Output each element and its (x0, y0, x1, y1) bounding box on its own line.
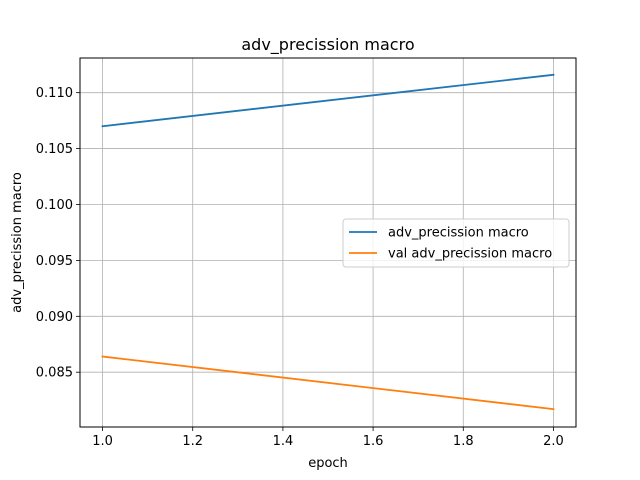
chart-title: adv_precission macro (241, 35, 414, 55)
legend-label-train: adv_precission macro (388, 226, 529, 241)
series-line-1 (101, 355, 555, 411)
grid-lines (80, 58, 576, 427)
y-tick-label: 0.105 (36, 142, 73, 157)
legend-box (342, 218, 570, 268)
x-tick-label: 1.0 (92, 434, 113, 449)
y-tick-label: 0.090 (36, 310, 73, 325)
x-axis-label: epoch (308, 456, 348, 471)
series-group (101, 73, 555, 411)
y-tick-label: 0.095 (36, 254, 73, 269)
y-axis-label: adv_precission macro (10, 172, 25, 313)
legend-label-val: val adv_precission macro (388, 247, 552, 262)
y-tick-label: 0.100 (36, 198, 73, 213)
plot-frame (79, 57, 577, 428)
x-tick-label: 2.0 (543, 434, 564, 449)
x-tick-label: 1.8 (453, 434, 474, 449)
y-tick-label: 0.110 (36, 86, 73, 101)
x-axis-ticks: 1.0 1.2 1.4 1.6 1.8 2.0 (92, 427, 564, 449)
series-line-0 (101, 73, 555, 128)
y-tick-label: 0.085 (36, 366, 73, 381)
x-tick-label: 1.2 (182, 434, 203, 449)
x-tick-label: 1.6 (363, 434, 384, 449)
x-tick-label: 1.4 (273, 434, 294, 449)
legend: adv_precission macro val adv_precission … (342, 218, 570, 268)
y-axis-ticks: 0.085 0.090 0.095 0.100 0.105 0.110 (36, 86, 80, 381)
